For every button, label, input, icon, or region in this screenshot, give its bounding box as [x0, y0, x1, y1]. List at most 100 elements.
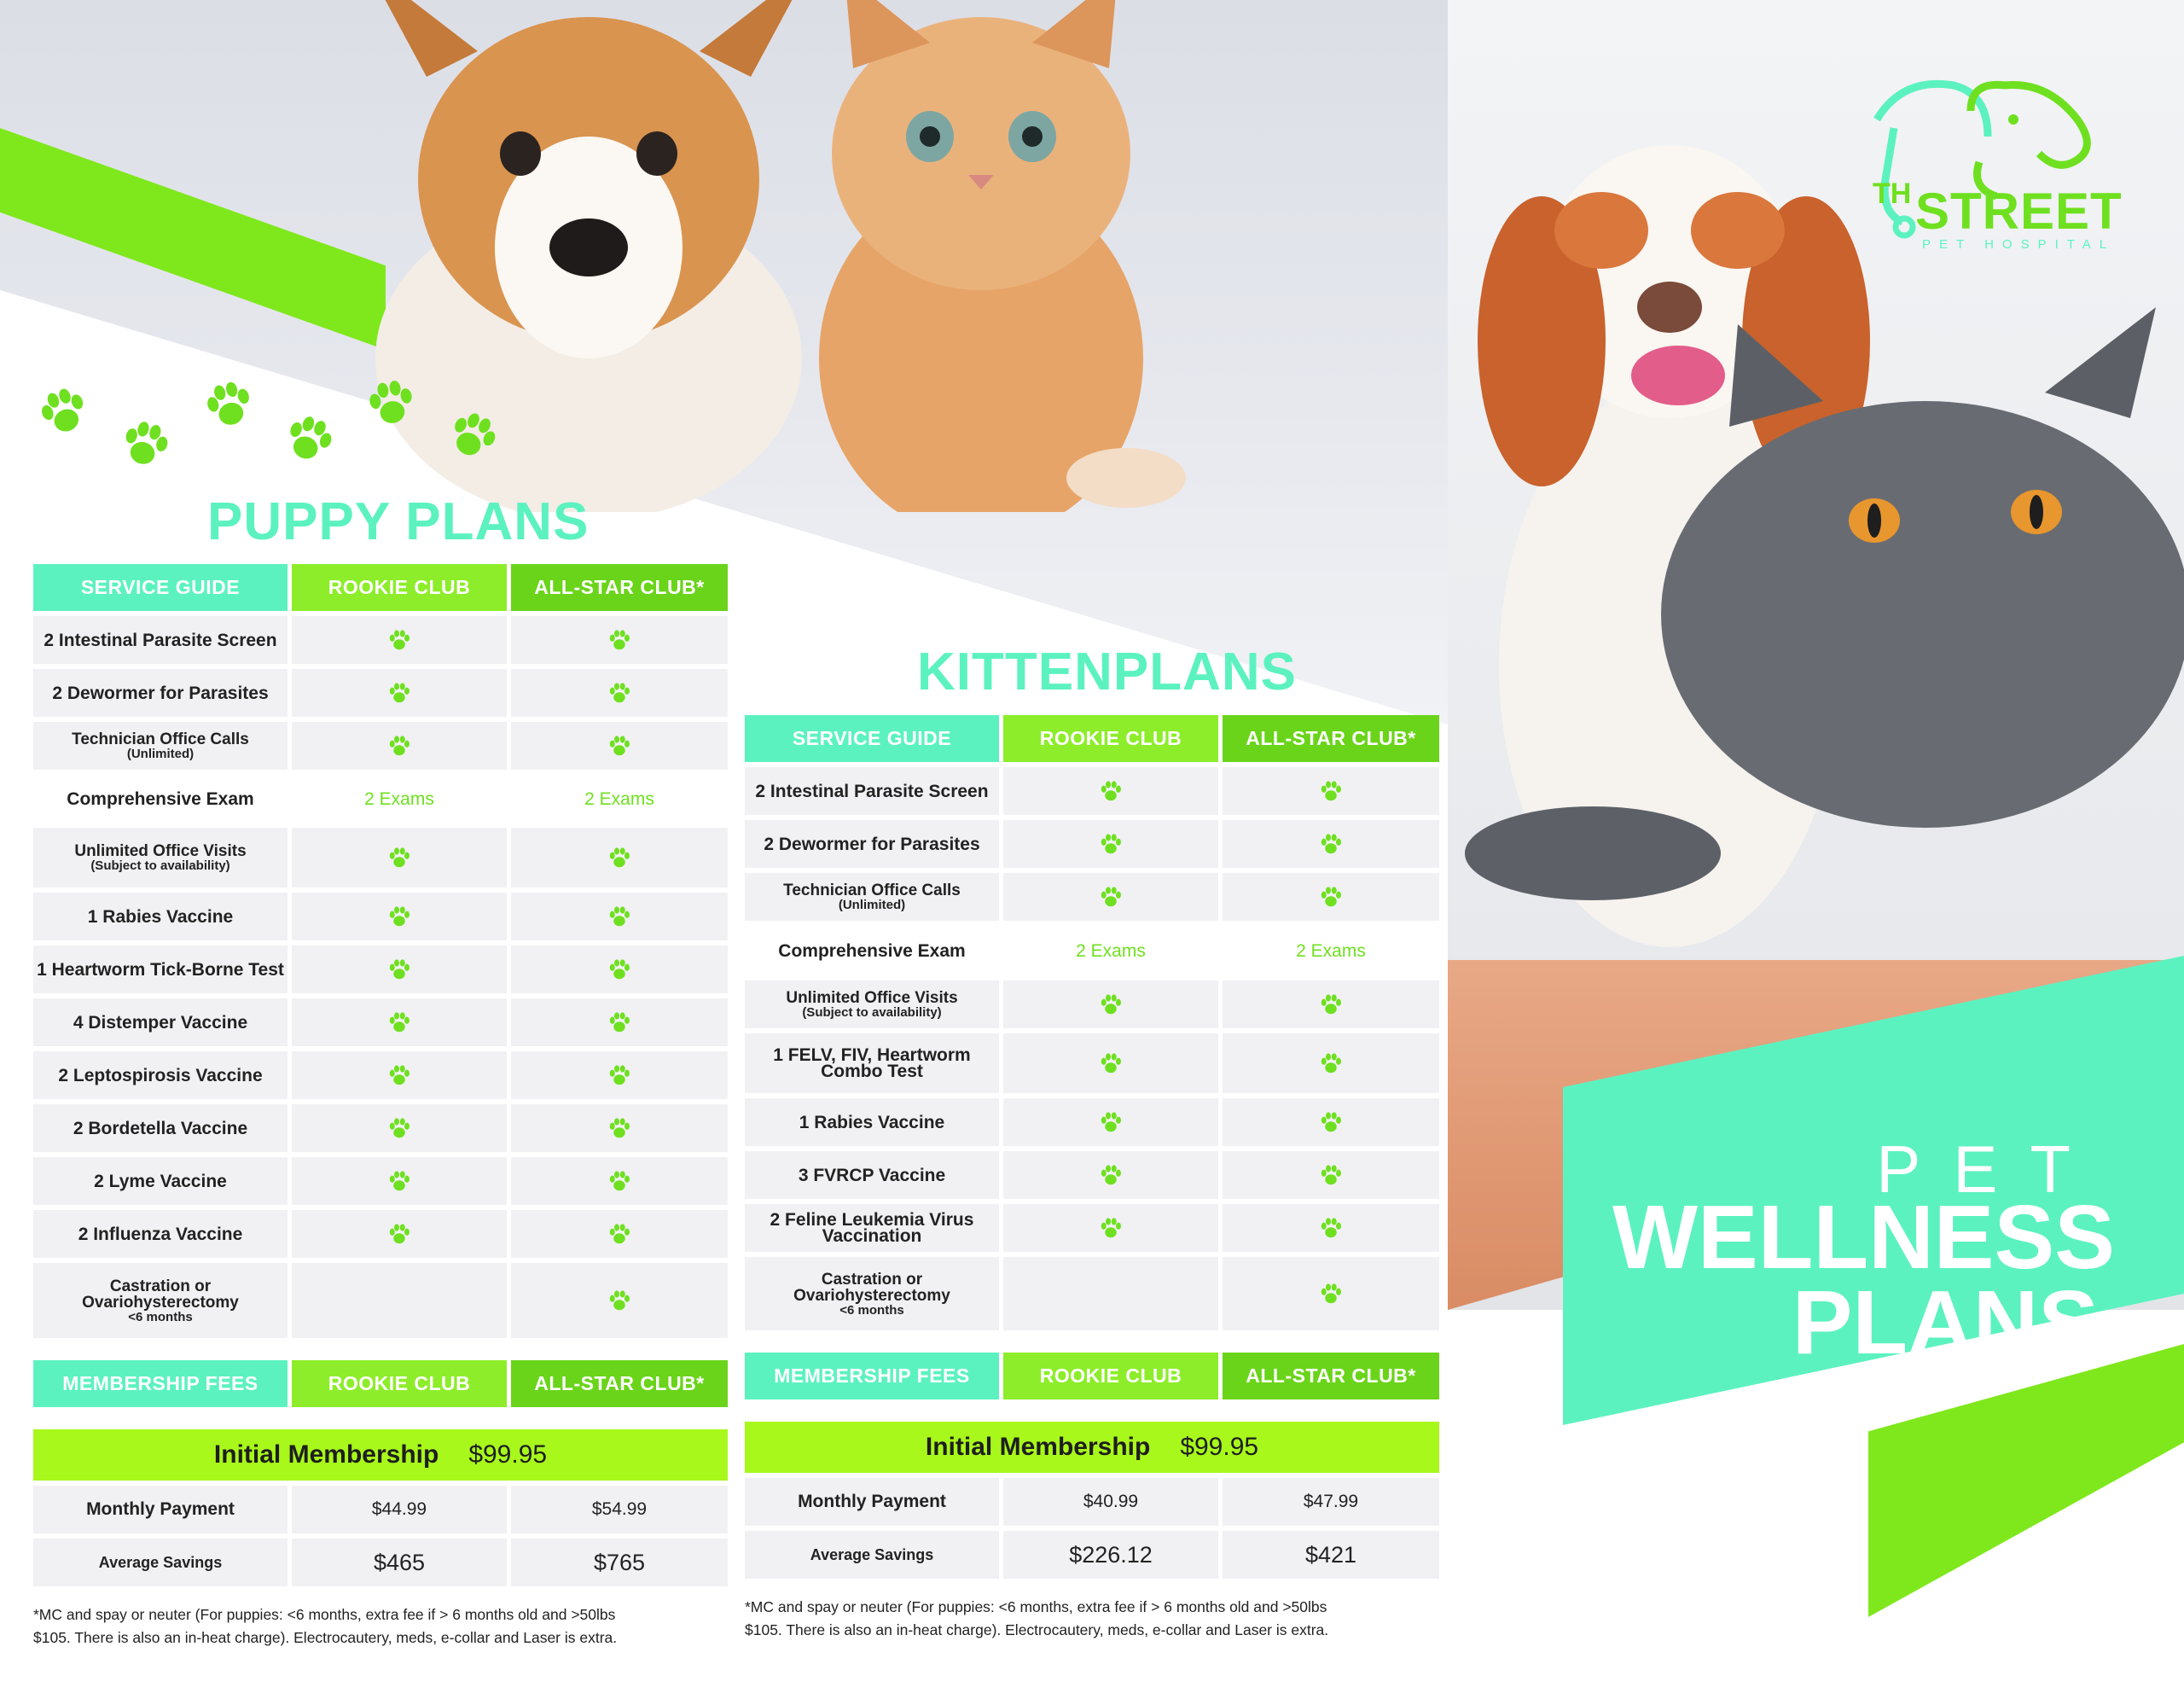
footnote-line: $105. There is also an in-heat charge). … [33, 1629, 618, 1646]
included-cell [292, 828, 507, 887]
service-sublabel: (Unlimited) [838, 898, 906, 912]
included-cell [1003, 1151, 1218, 1199]
included-cell [511, 1210, 728, 1258]
header-cell: ALL-STAR CLUB* [1223, 715, 1439, 762]
monthly-payment-label: Monthly Payment [33, 1486, 288, 1533]
included-cell [511, 1104, 728, 1152]
initial-membership-row: Initial Membership $99.95 [745, 1422, 1439, 1473]
paw-check-icon [1318, 778, 1344, 804]
service-label: Technician Office Calls [783, 882, 961, 899]
service-label: 2 Dewormer for Parasites [52, 683, 269, 703]
included-cell [1003, 873, 1218, 921]
service-row: 1 Rabies Vaccine [745, 1098, 1439, 1146]
included-cell [292, 616, 507, 664]
service-row: 2 Feline Leukemia Virus Vaccination [745, 1204, 1439, 1252]
included-cell [292, 946, 507, 993]
included-cell [292, 1157, 507, 1205]
footnote: *MC and spay or neuter (For puppies: <6 … [745, 1596, 1439, 1642]
paw-check-icon [1318, 884, 1344, 910]
included-cell [511, 946, 728, 993]
paw-check-icon [1098, 831, 1124, 857]
paw-check-icon [607, 680, 632, 706]
service-row: 2 Intestinal Parasite Screen [745, 767, 1439, 815]
service-row: 2 Lyme Vaccine [33, 1157, 728, 1205]
header-cell: SERVICE GUIDE [33, 564, 288, 611]
included-cell [511, 1263, 728, 1338]
service-row: 2 Leptospirosis Vaccine [33, 1051, 728, 1099]
service-label: 1 FELV, FIV, Heartworm Combo Test [773, 1045, 971, 1081]
included-cell [292, 669, 507, 717]
paw-check-icon [1318, 831, 1344, 857]
paw-check-icon [386, 1010, 412, 1035]
paw-check-icon [386, 627, 412, 653]
paw-check-icon [607, 1221, 632, 1247]
service-guide-header: SERVICE GUIDE ROOKIE CLUB ALL-STAR CLUB* [33, 564, 728, 611]
service-label: 4 Distemper Vaccine [73, 1012, 248, 1033]
service-label-cell: 2 Bordetella Vaccine [33, 1104, 288, 1152]
banner-line-pet: PET [1876, 1132, 2103, 1207]
service-row: 1 Heartworm Tick-Borne Test [33, 946, 728, 993]
monthly-payment-label: Monthly Payment [745, 1478, 999, 1526]
puppy-plan-table: SERVICE GUIDE ROOKIE CLUB ALL-STAR CLUB* 2 … [33, 564, 728, 1650]
service-row: 4 Distemper Vaccine [33, 998, 728, 1046]
fees-header-cell: ALL-STAR CLUB* [511, 1360, 728, 1407]
header-cell: SERVICE GUIDE [745, 715, 999, 762]
average-savings-label: Average Savings [745, 1531, 999, 1579]
service-sublabel: <6 months [128, 1309, 193, 1324]
service-label: Technician Office Calls [72, 730, 249, 748]
service-row: Technician Office Calls (Unlimited) [33, 722, 728, 770]
service-sublabel: (Subject to availability) [802, 1005, 942, 1020]
service-label: 2 Feline Leukemia Virus Vaccination [770, 1210, 974, 1246]
service-label: 2 Leptospirosis Vaccine [58, 1065, 263, 1085]
included-cell [511, 722, 728, 770]
included-cell [1003, 1033, 1218, 1093]
service-label-cell: 4 Distemper Vaccine [33, 998, 288, 1046]
header-cell: ALL-STAR CLUB* [511, 564, 728, 611]
initial-membership-label: Initial Membership [925, 1433, 1151, 1461]
included-cell [511, 616, 728, 664]
fees-header-cell: ALL-STAR CLUB* [1223, 1353, 1439, 1399]
monthly-payment-row: Monthly Payment $44.99 $54.99 [33, 1486, 728, 1533]
service-label: 2 Bordetella Vaccine [73, 1118, 248, 1138]
service-label: Comprehensive Exam [778, 940, 966, 961]
included-cell [1223, 1257, 1439, 1330]
logo-subtitle: PET HOSPITAL [1922, 237, 2116, 252]
service-label-cell: Comprehensive Exam [745, 926, 999, 975]
paw-check-icon [607, 733, 632, 759]
monthly-rookie-value: $40.99 [1003, 1478, 1218, 1526]
service-label-cell: Technician Office Calls (Unlimited) [33, 722, 288, 770]
puppy-kitten-image [375, 0, 1186, 512]
savings-rookie-value: $465 [292, 1539, 507, 1586]
service-label-cell: Unlimited Office Visits (Subject to avail… [745, 980, 999, 1028]
paw-check-icon [607, 904, 632, 929]
fees-header-cell: MEMBERSHIP FEES [33, 1360, 288, 1407]
banner-line-wellness: WELLNESS [1612, 1187, 2115, 1288]
paw-check-icon [1318, 1215, 1344, 1241]
average-savings-label: Average Savings [33, 1539, 288, 1586]
service-label-cell: 1 Rabies Vaccine [745, 1098, 999, 1146]
included-cell [292, 1051, 507, 1099]
puppy-plans-title: PUPPY PLANS [207, 492, 590, 551]
footnote: *MC and spay or neuter (For puppies: <6 … [33, 1603, 728, 1650]
paw-check-icon [607, 1288, 632, 1313]
header-cell: ROOKIE CLUB [1003, 715, 1218, 762]
service-label: Unlimited Office Visits [786, 989, 958, 1007]
paw-check-icon [1098, 1050, 1124, 1076]
service-label: 3 FVRCP Vaccine [798, 1165, 946, 1185]
service-row: 2 Intestinal Parasite Screen [33, 616, 728, 664]
service-row: Unlimited Office Visits (Subject to avail… [745, 980, 1439, 1028]
savings-allstar-value: $421 [1223, 1531, 1439, 1579]
service-row: 2 Dewormer for Parasites [33, 669, 728, 717]
service-row: Castration or Ovariohysterectomy <6 month… [745, 1257, 1439, 1330]
footnote-line: *MC and spay or neuter (For puppies: <6 … [33, 1606, 616, 1623]
average-savings-row: Average Savings $465 $765 [33, 1539, 728, 1586]
included-cell [1003, 1204, 1218, 1252]
service-label: 2 Dewormer for Parasites [764, 834, 980, 854]
savings-allstar-value: $765 [511, 1539, 728, 1586]
paw-check-icon [386, 904, 412, 929]
paw-check-icon [1098, 992, 1124, 1017]
paw-check-icon [607, 1115, 632, 1141]
service-row: 3 FVRCP Vaccine [745, 1151, 1439, 1199]
paw-check-icon [607, 627, 632, 653]
included-cell [1003, 1098, 1218, 1146]
